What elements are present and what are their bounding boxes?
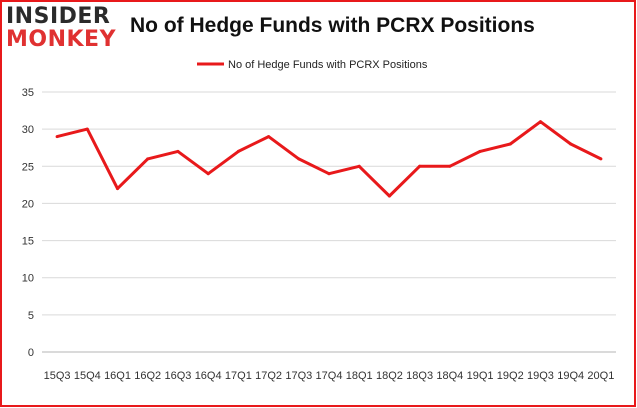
x-tick-label: 16Q1 — [104, 370, 131, 382]
data-point — [176, 149, 180, 153]
logo-line-2: MONKEY — [6, 27, 117, 52]
x-axis-ticks: 15Q3 15Q4 16Q1 16Q2 16Q3 16Q4 17Q1 17Q2 17Q3 17Q4… — [44, 370, 615, 382]
legend-label: No of Hedge Funds with PCRX Positions — [228, 59, 428, 71]
y-tick-label: 25 — [22, 161, 34, 173]
chart-title: No of Hedge Funds with PCRX Positions — [130, 14, 535, 37]
data-point — [116, 187, 120, 191]
gridlines — [42, 91, 616, 353]
y-tick-label: 15 — [22, 236, 34, 248]
data-point — [85, 127, 89, 131]
x-tick-label: 19Q1 — [467, 370, 494, 382]
data-point — [387, 194, 391, 198]
x-tick-label: 20Q1 — [587, 370, 614, 382]
data-point — [55, 135, 59, 139]
y-tick-label: 10 — [22, 273, 34, 285]
legend: No of Hedge Funds with PCRX Positions — [197, 59, 428, 71]
x-tick-label: 18Q3 — [406, 370, 433, 382]
x-tick-label: 17Q3 — [285, 370, 312, 382]
x-tick-label: 15Q3 — [44, 370, 71, 382]
data-point — [538, 120, 542, 124]
data-point — [508, 142, 512, 146]
x-tick-label: 18Q1 — [346, 370, 373, 382]
x-tick-label: 17Q4 — [316, 370, 343, 382]
x-tick-label: 19Q4 — [557, 370, 584, 382]
data-point — [569, 142, 573, 146]
x-tick-label: 19Q3 — [527, 370, 554, 382]
y-tick-label: 5 — [28, 310, 34, 322]
logo-line-1: INSIDER — [6, 4, 111, 29]
y-tick-label: 35 — [22, 87, 34, 99]
x-tick-label: 16Q2 — [134, 370, 161, 382]
y-tick-label: 0 — [28, 347, 34, 359]
x-tick-label: 17Q1 — [225, 370, 252, 382]
data-point — [418, 164, 422, 168]
series-line — [56, 120, 602, 198]
data-point — [206, 172, 210, 176]
insider-monkey-logo: INSIDER MONKEY — [6, 6, 118, 52]
x-tick-label: 16Q3 — [164, 370, 191, 382]
x-tick-label: 18Q2 — [376, 370, 403, 382]
x-tick-label: 16Q4 — [195, 370, 222, 382]
x-tick-label: 15Q4 — [74, 370, 101, 382]
data-point — [146, 157, 150, 161]
y-axis-ticks: 0 5 10 15 20 25 30 35 — [22, 87, 34, 359]
data-point — [236, 149, 240, 153]
data-point — [478, 149, 482, 153]
x-tick-label: 19Q2 — [497, 370, 524, 382]
data-point — [297, 157, 301, 161]
data-point — [327, 172, 331, 176]
y-tick-label: 20 — [22, 198, 34, 210]
data-point — [599, 157, 603, 161]
data-point — [448, 164, 452, 168]
series-layer — [55, 120, 603, 198]
x-tick-label: 17Q2 — [255, 370, 282, 382]
x-tick-label: 18Q4 — [436, 370, 463, 382]
y-tick-label: 30 — [22, 124, 34, 136]
data-point — [357, 164, 361, 168]
data-point — [267, 135, 271, 139]
